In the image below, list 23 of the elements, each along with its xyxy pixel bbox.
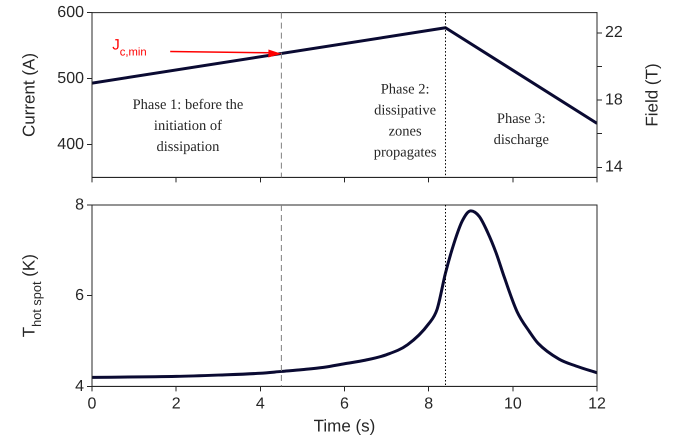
y2-tick-label: 18 (605, 91, 623, 108)
y2-tick-label: 22 (605, 24, 623, 42)
x-tick-label: 8 (424, 395, 434, 412)
x-tick-label: 10 (504, 395, 522, 412)
y-tick-label: 400 (57, 136, 84, 153)
x-tick-label: 0 (88, 395, 97, 412)
y-axis-title: Thot spot (K) (20, 254, 44, 338)
y2-tick-label: 14 (605, 158, 623, 176)
x-tick-label: 12 (588, 395, 606, 412)
y2-axis-title: Field (T) (642, 63, 662, 127)
annotation: Phase 2: dissipative zones propagates (374, 82, 437, 161)
y-tick-label: 8 (75, 196, 84, 214)
y-tick-label: 600 (57, 4, 84, 22)
x-axis-title: Time (s) (314, 416, 376, 436)
x-tick-label: 6 (340, 395, 350, 412)
x-tick-label: 2 (172, 395, 181, 412)
annotation: Phase 3: discharge (494, 110, 549, 148)
annotation: Phase 1: before the initiation of dissipation (132, 97, 244, 156)
y-tick-label: 4 (75, 378, 84, 395)
y-tick-label: 500 (57, 70, 84, 87)
x-tick-label: 4 (256, 395, 265, 412)
y-tick-label: 6 (75, 287, 84, 304)
y-axis-title: Current (A) (20, 52, 39, 138)
